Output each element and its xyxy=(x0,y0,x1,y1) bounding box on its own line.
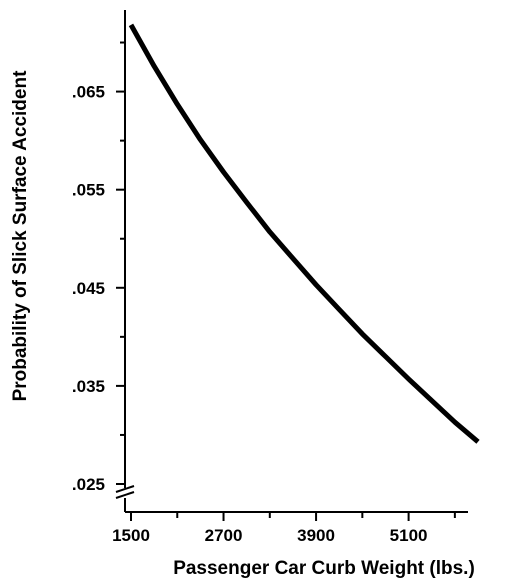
axes xyxy=(115,10,468,513)
x-tick-label: 5100 xyxy=(390,526,428,545)
y-tick-label: .065 xyxy=(72,83,105,102)
axis-break-mark xyxy=(115,485,135,499)
ticks: .025 .035 .045 .055 .065 1500 2700 3900 5100 xyxy=(72,41,456,545)
y-tick-label: .055 xyxy=(72,181,105,200)
x-axis-title: Passenger Car Curb Weight (lbs.) xyxy=(173,558,475,579)
series xyxy=(128,23,480,444)
y-tick-label: .025 xyxy=(72,475,105,494)
x-tick-label: 2700 xyxy=(205,526,243,545)
y-tick-label: .035 xyxy=(72,377,105,396)
series-line xyxy=(128,23,480,444)
y-tick-label: .045 xyxy=(72,279,105,298)
x-tick-label: 3900 xyxy=(297,526,335,545)
y-axis-title: Probability of Slick Surface Accident xyxy=(10,70,31,402)
x-tick-label: 1500 xyxy=(112,526,150,545)
